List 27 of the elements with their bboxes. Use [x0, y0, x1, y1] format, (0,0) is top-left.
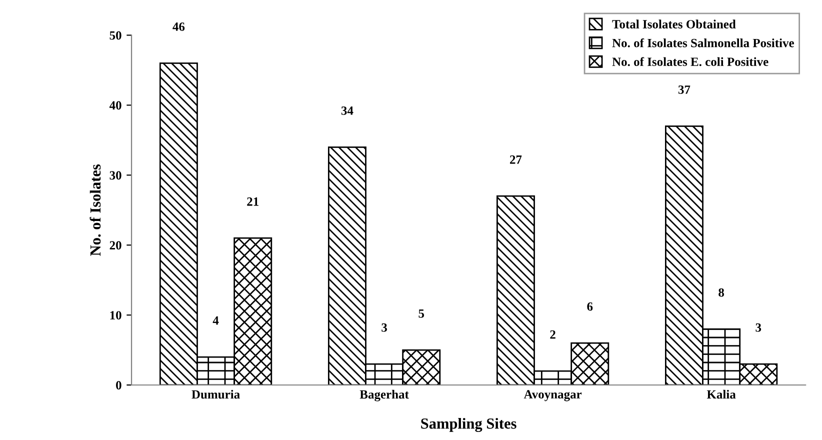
y-tick-label: 0 [116, 381, 122, 390]
data-label: 3 [756, 323, 762, 332]
x-axis-title: Sampling Sites [421, 418, 516, 432]
y-axis-title: No. of Isolates [90, 164, 101, 256]
y-tick-label: 40 [109, 101, 122, 110]
data-label: 34 [341, 106, 354, 115]
data-label: 3 [382, 323, 387, 332]
legend-label: No. of Isolates E. coli Positive [612, 57, 768, 66]
data-label: 37 [678, 85, 690, 94]
data-label: 5 [418, 309, 424, 318]
x-tick-label: Dumuria [192, 390, 240, 399]
x-tick-label: Bagerhat [360, 390, 409, 402]
data-label: 6 [587, 302, 593, 311]
y-tick-label: 20 [110, 241, 122, 250]
x-tick-label: Avoynagar [524, 390, 582, 402]
data-label: 27 [510, 155, 522, 164]
y-tick-label: 50 [110, 31, 122, 40]
data-label: 46 [172, 22, 185, 31]
legend-label: No. of Isolates Salmonella Positive [612, 38, 794, 48]
legend-label: Total Isolates Obtained [612, 20, 736, 28]
y-tick-label: 10 [110, 311, 122, 320]
data-label: 21 [247, 197, 258, 206]
data-label: 2 [550, 330, 556, 339]
data-label: 8 [718, 288, 724, 297]
data-label: 4 [212, 316, 219, 325]
y-tick-label: 30 [110, 171, 122, 180]
x-tick-label: Kalia [706, 390, 736, 399]
